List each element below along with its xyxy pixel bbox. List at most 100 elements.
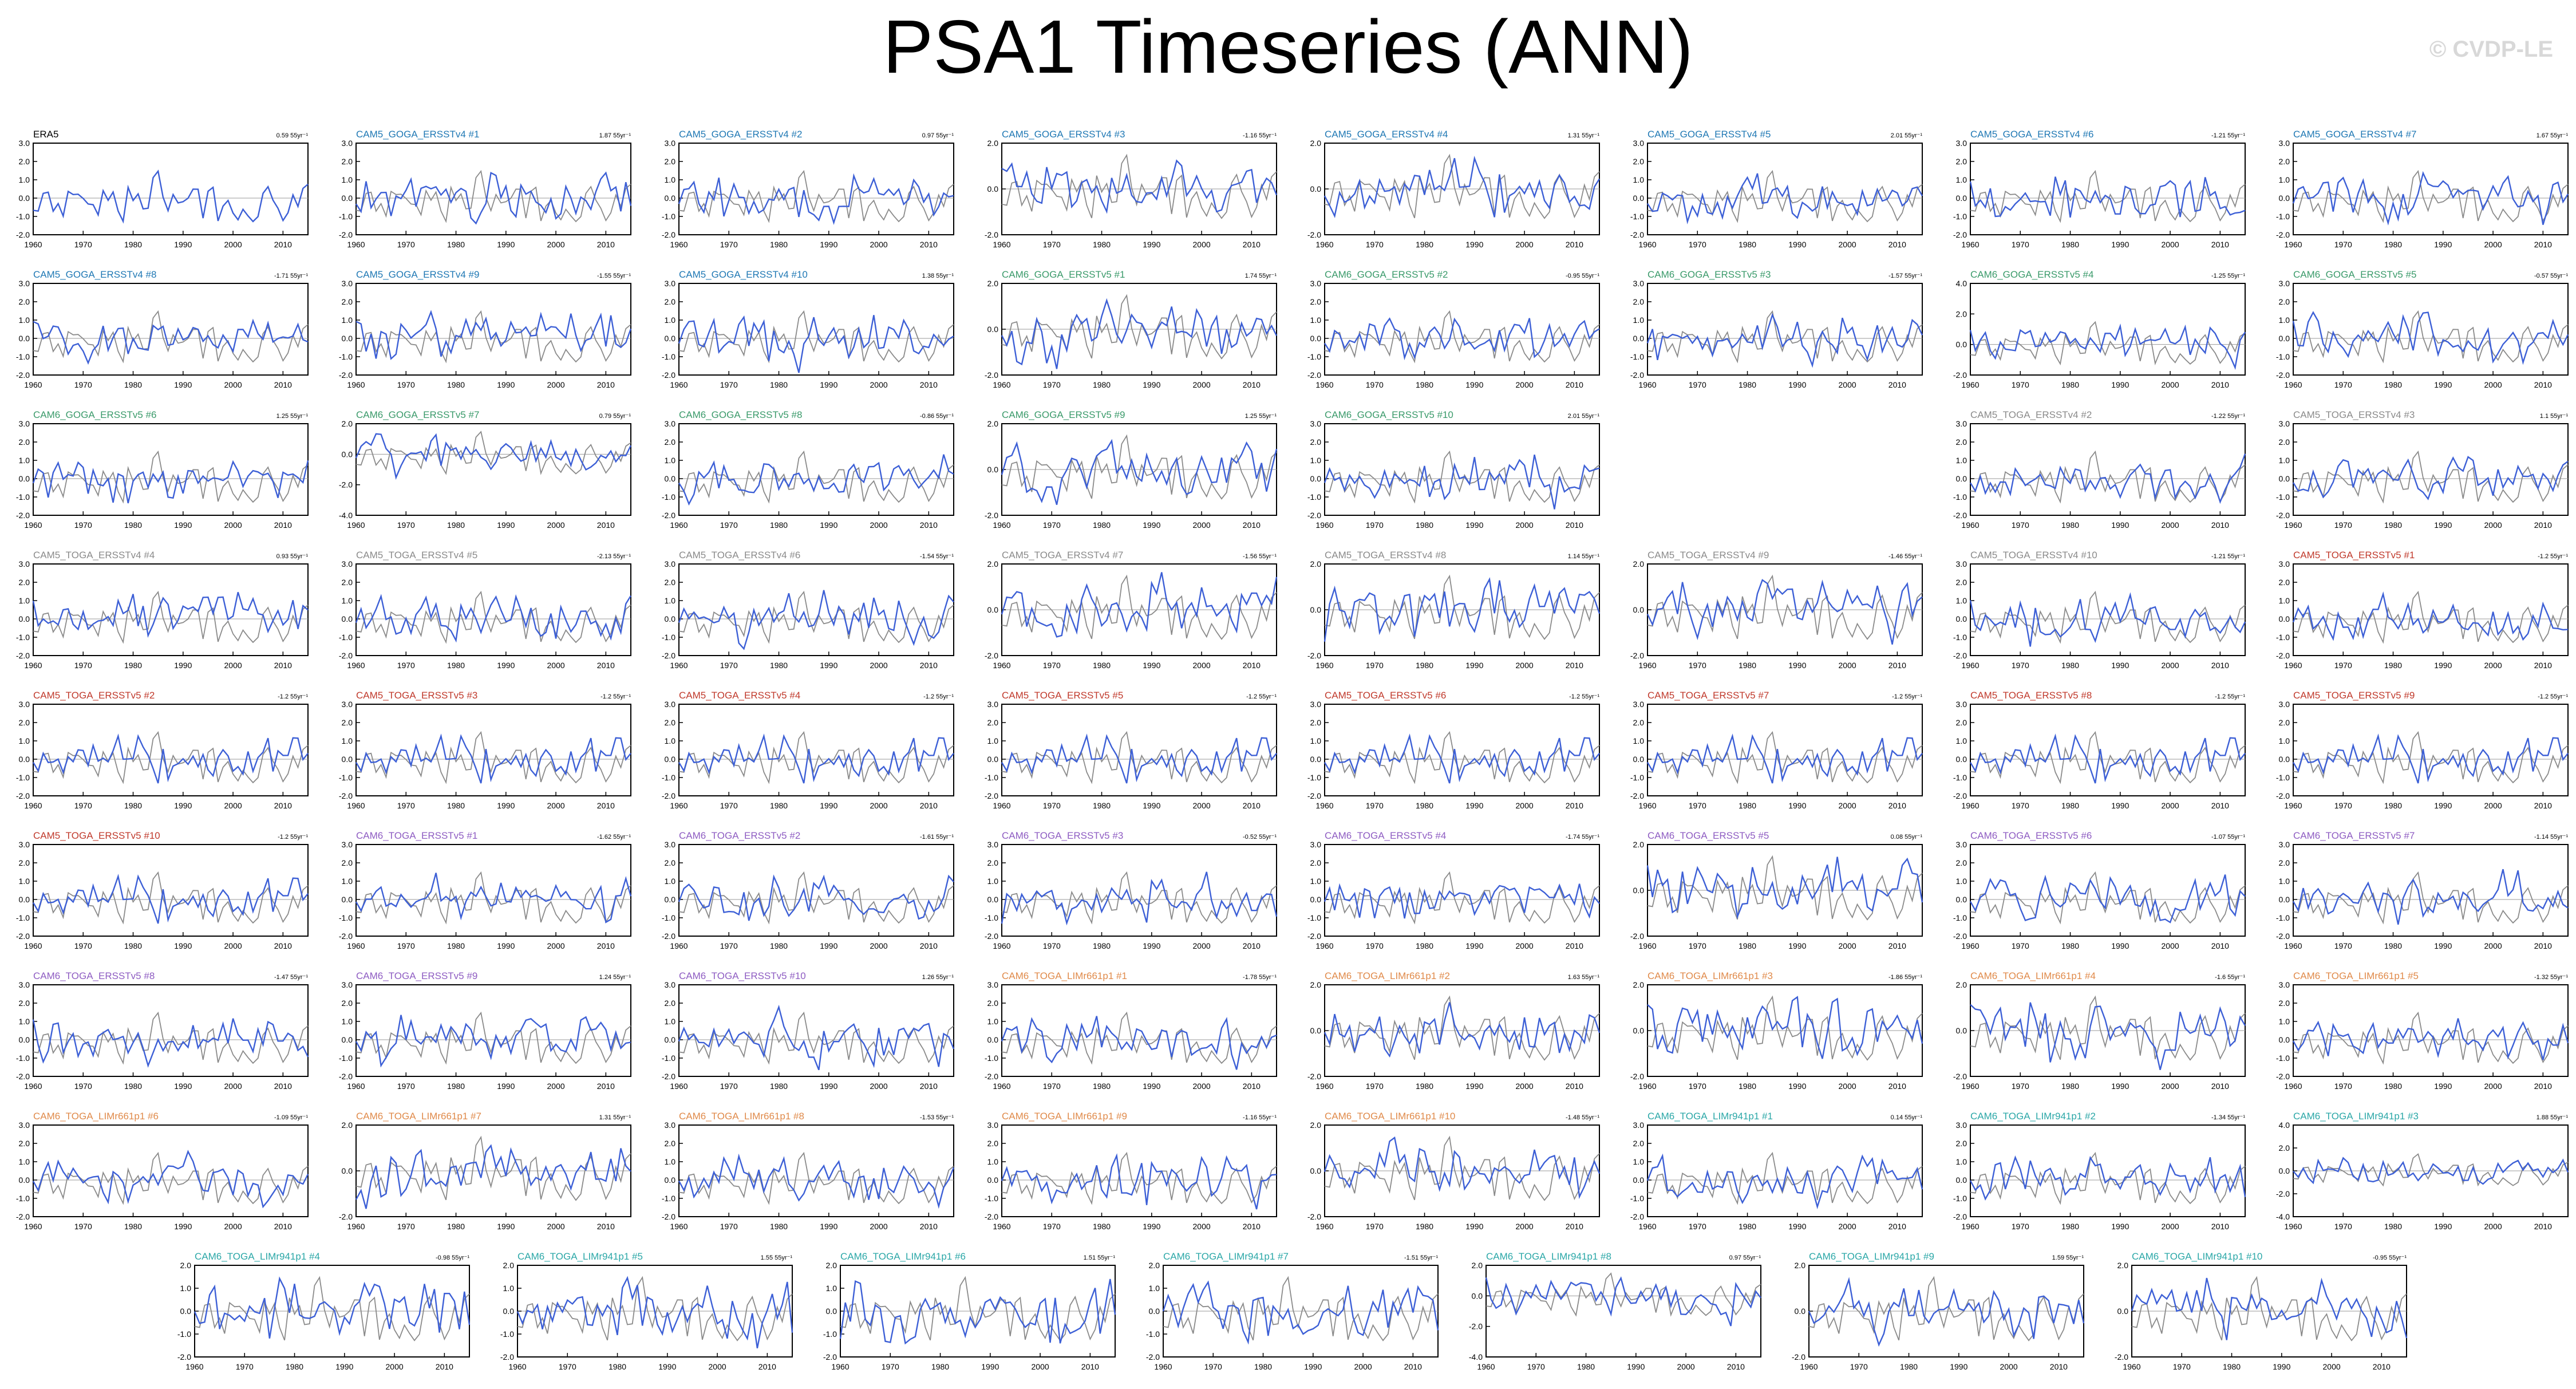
x-tick-label: 1960 (2284, 661, 2302, 670)
y-tick-label: 0.0 (1956, 474, 1967, 483)
x-tick-label: 1980 (124, 520, 142, 530)
series-line-sim (2292, 456, 2569, 500)
series-line-sim (839, 1278, 1116, 1345)
y-tick-label: -4.0 (339, 511, 353, 520)
y-tick-label: -2.0 (500, 1352, 514, 1362)
x-tick-label: 1980 (124, 941, 142, 950)
x-tick-label: 2010 (920, 1082, 938, 1091)
panel-title: CAM5_GOGA_ERSSTv4 #1 (356, 129, 479, 140)
x-tick-label: 2010 (1888, 801, 1906, 810)
panel-title: CAM6_TOGA_LIMr941p1 #3 (2293, 1111, 2419, 1122)
panel-trend-label: -1.2 55yr⁻¹ (2538, 693, 2568, 700)
y-tick-label: -1.0 (16, 633, 30, 642)
series-line-sim (2292, 171, 2569, 226)
x-tick-label: 1970 (1043, 1082, 1061, 1091)
panel-title: CAM5_TOGA_ERSSTv5 #5 (1002, 690, 1123, 701)
y-tick-label: -2.0 (16, 1072, 30, 1081)
y-tick-label: -1.0 (16, 1194, 30, 1203)
panel-title: CAM6_TOGA_LIMr661p1 #10 (1325, 1111, 1455, 1122)
panel: CAM6_TOGA_LIMr661p1 #7 1.31 55yr⁻¹ 2.0 0.0 -… (339, 1111, 631, 1231)
x-tick-label: 1960 (24, 661, 42, 670)
y-tick-label: 2.0 (987, 999, 999, 1008)
series-line-sim (1646, 173, 1923, 224)
panel-title: CAM6_TOGA_LIMr661p1 #5 (2293, 970, 2419, 981)
panel-frame (1970, 143, 2246, 235)
x-tick-label: 1990 (1465, 240, 1483, 249)
x-tick-label: 1980 (1739, 801, 1756, 810)
x-tick-label: 1970 (397, 801, 415, 810)
x-tick-label: 2000 (1516, 941, 1534, 950)
y-tick-label: 0.0 (2279, 194, 2290, 203)
panel-frame (355, 844, 631, 937)
series-line-obs (1647, 169, 1923, 223)
x-tick-label: 1990 (820, 380, 837, 389)
y-tick-label: 0.0 (342, 1035, 353, 1044)
panel-trend-label: -0.95 55yr⁻¹ (1566, 273, 1599, 279)
series-line-sim (33, 169, 309, 224)
x-tick-label: 2010 (1727, 1362, 1745, 1371)
x-tick-label: 2000 (2484, 520, 2502, 530)
y-tick-label: 3.0 (19, 980, 30, 989)
y-tick-label: -2.0 (1146, 1352, 1160, 1362)
panel-trend-label: 1.74 55yr⁻¹ (1245, 273, 1277, 279)
series-line-sim (678, 874, 954, 921)
x-tick-label: 2010 (436, 1362, 453, 1371)
x-tick-label: 1990 (820, 661, 837, 670)
panel: CAM6_TOGA_ERSSTv5 #3 -0.52 55yr⁻¹ 3.0 2.0 1.… (985, 830, 1278, 950)
panel-title: CAM5_GOGA_ERSSTv4 #8 (33, 269, 156, 280)
panel-trend-label: 1.38 55yr⁻¹ (922, 273, 954, 279)
series-line-sim (678, 733, 954, 784)
y-tick-label: 0.0 (2117, 1307, 2129, 1316)
series-line-obs (2293, 450, 2569, 504)
x-tick-label: 1960 (1961, 1222, 1979, 1231)
y-tick-label: 0.0 (19, 334, 30, 343)
x-tick-label: 2000 (1516, 520, 1534, 530)
x-tick-label: 2000 (2484, 380, 2502, 389)
y-tick-label: 3.0 (1956, 840, 1967, 849)
panel: CAM6_TOGA_LIMr661p1 #10 -1.48 55yr⁻¹ 2.0 0.… (1307, 1111, 1601, 1231)
x-tick-label: 1980 (447, 661, 465, 670)
y-tick-label: -2.0 (662, 511, 675, 520)
x-tick-label: 2000 (224, 661, 242, 670)
x-tick-label: 2010 (274, 941, 292, 950)
x-tick-label: 1990 (497, 801, 515, 810)
x-tick-label: 1960 (185, 1362, 203, 1371)
x-tick-label: 1990 (497, 1082, 515, 1091)
x-tick-label: 2010 (920, 380, 938, 389)
panel-title: CAM6_TOGA_LIMr661p1 #2 (1325, 970, 1450, 981)
x-tick-label: 1980 (770, 520, 788, 530)
y-tick-label: 0.0 (1633, 194, 1645, 203)
y-tick-label: -4.0 (1469, 1352, 1483, 1362)
y-tick-label: 0.0 (1310, 474, 1322, 483)
y-tick-label: -1.0 (985, 773, 998, 782)
y-tick-label: 3.0 (1633, 279, 1645, 288)
x-tick-label: 1980 (2061, 941, 2079, 950)
y-tick-label: -2.0 (662, 1212, 675, 1221)
x-tick-label: 1970 (74, 240, 92, 249)
y-tick-label: 0.0 (503, 1307, 515, 1316)
x-tick-label: 1990 (820, 941, 837, 950)
y-tick-label: -2.0 (662, 230, 675, 239)
x-tick-label: 2000 (870, 801, 888, 810)
series-line-obs (1324, 450, 1600, 504)
x-tick-label: 1990 (820, 1222, 837, 1231)
y-tick-label: -1.0 (2276, 773, 2290, 782)
y-tick-label: -2.0 (16, 651, 30, 660)
panel-title: CAM6_GOGA_ERSSTv5 #6 (33, 409, 156, 420)
y-tick-label: -2.0 (1630, 1212, 1644, 1221)
series-line-obs (355, 169, 631, 223)
y-tick-label: -2.0 (339, 1212, 353, 1221)
y-tick-label: -2.0 (16, 932, 30, 941)
x-tick-label: 1970 (720, 801, 738, 810)
panel-frame (1970, 844, 2246, 937)
x-tick-label: 1960 (347, 801, 365, 810)
x-tick-label: 1970 (1043, 801, 1061, 810)
x-tick-label: 1960 (1315, 1222, 1333, 1231)
x-tick-label: 1990 (1143, 941, 1160, 950)
y-tick-label: 0.0 (665, 334, 676, 343)
x-tick-label: 1980 (770, 1222, 788, 1231)
x-tick-label: 2000 (1516, 661, 1534, 670)
x-tick-label: 1970 (2334, 380, 2352, 389)
y-tick-label: -1.0 (985, 913, 998, 922)
y-tick-label: -1.0 (177, 1329, 191, 1339)
